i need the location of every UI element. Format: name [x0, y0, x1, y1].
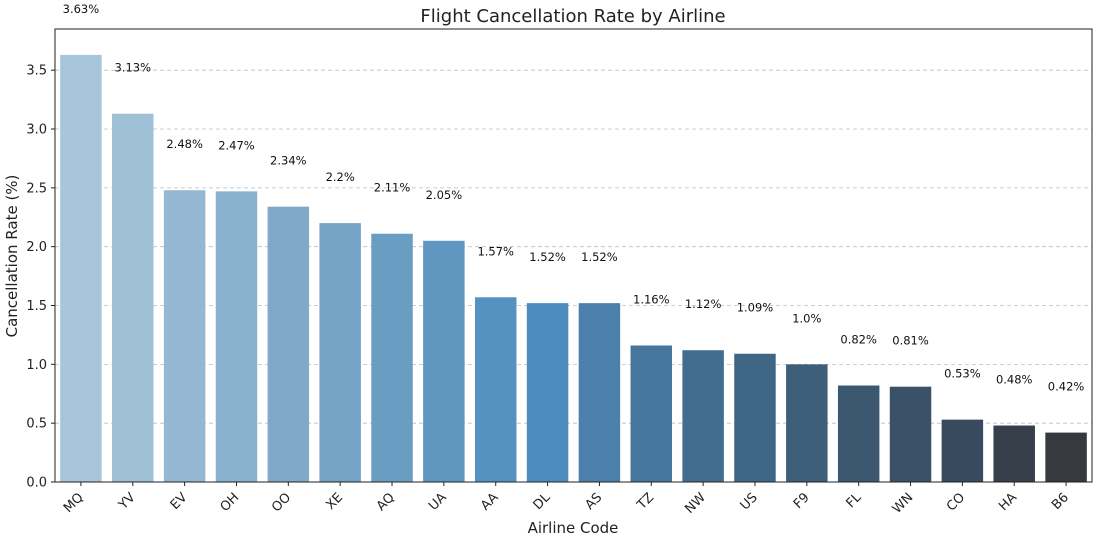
y-tick-label: 3.0: [26, 123, 47, 138]
value-label-aq: 2.11%: [374, 181, 411, 195]
value-label-ua: 2.05%: [426, 188, 463, 202]
value-label-us: 1.09%: [737, 301, 774, 315]
x-tick-label-oh: OH: [218, 490, 243, 515]
x-tick-label-tz: TZ: [634, 490, 657, 513]
value-label-ev: 2.48%: [166, 137, 203, 151]
bar-yv: [112, 113, 154, 482]
x-tick-label-aq: AQ: [374, 490, 398, 514]
gridlines: [55, 69, 1092, 483]
x-tick-label-aa: AA: [478, 490, 502, 514]
y-tick-label: 1.0: [26, 358, 47, 373]
y-axis-ticks: 0.0 0.5 1.0 1.5 2.0 2.5 3.0 3.5: [26, 64, 55, 491]
bar-fl: [837, 385, 880, 482]
x-tick-label-dl: DL: [531, 490, 554, 513]
bar-ev: [163, 190, 206, 483]
value-label-tz: 1.16%: [633, 293, 670, 307]
bar-tz: [630, 345, 673, 482]
x-tick-label-b6: B6: [1049, 490, 1072, 513]
value-label-mq: 3.63%: [63, 2, 100, 16]
x-tick-label-co: CO: [944, 490, 968, 514]
x-tick-label-wn: WN: [890, 490, 917, 517]
y-tick-label: 2.5: [26, 181, 47, 196]
x-tick-label-xe: XE: [323, 490, 346, 513]
value-label-aa: 1.57%: [477, 244, 514, 258]
plot-frame: [54, 28, 1093, 483]
x-tick-label-ua: UA: [426, 490, 450, 514]
bar-b6: [1045, 432, 1087, 482]
value-label-dl: 1.52%: [529, 250, 566, 264]
value-label-wn: 0.81%: [892, 334, 929, 348]
value-label-b6: 0.42%: [1048, 380, 1085, 394]
value-label-f9: 1.0%: [792, 311, 821, 325]
x-tick-label-us: US: [738, 490, 761, 513]
bar-aq: [371, 233, 413, 482]
y-tick-label: 3.5: [26, 64, 47, 79]
bars: [60, 54, 1087, 483]
y-tick-label: 1.5: [26, 299, 47, 314]
value-label-as: 1.52%: [581, 250, 618, 264]
value-label-co: 0.53%: [944, 367, 981, 381]
y-axis-label: Cancellation Rate (%): [3, 175, 21, 338]
x-tick-label-nw: NW: [682, 490, 709, 517]
value-label-ha: 0.48%: [996, 373, 1033, 387]
y-tick-label: 0.5: [26, 417, 47, 432]
x-tick-label-ev: EV: [168, 490, 191, 513]
x-tick-label-ha: HA: [996, 490, 1020, 514]
bar-f9: [786, 364, 828, 482]
bar-ua: [423, 240, 465, 482]
x-tick-label-oo: OO: [269, 490, 294, 515]
bar-as: [578, 303, 621, 482]
value-label-oo: 2.34%: [270, 154, 307, 168]
value-labels: 3.63% 3.13% 2.48% 2.47% 2.34% 2.2% 2.11% 2.05% 1…: [63, 2, 1085, 394]
bar-us: [734, 353, 776, 482]
bar-aa: [474, 297, 517, 482]
y-tick-label: 2.0: [26, 240, 47, 255]
bar-oo: [267, 206, 310, 482]
value-label-yv: 3.13%: [115, 61, 152, 75]
value-label-oh: 2.47%: [218, 138, 255, 152]
x-axis-ticks: MQ YV EV OH OO XE AQ UA AA DL AS TZ NW US F9 FL WN CO HA B6: [61, 482, 1072, 517]
x-tick-label-mq: MQ: [61, 490, 87, 516]
value-label-xe: 2.2%: [326, 170, 355, 184]
bar-wn: [889, 386, 932, 482]
x-axis-label: Airline Code: [528, 519, 619, 537]
x-tick-label-fl: FL: [843, 490, 865, 512]
bar-co: [941, 419, 984, 482]
x-tick-label-f9: F9: [791, 490, 813, 512]
bar-nw: [682, 350, 724, 482]
bar-oh: [215, 191, 258, 482]
bar-ha: [993, 425, 1035, 482]
x-tick-label-yv: YV: [115, 490, 138, 513]
chart-title: Flight Cancellation Rate by Airline: [420, 6, 725, 27]
value-label-fl: 0.82%: [840, 333, 877, 347]
bar-xe: [319, 223, 361, 482]
y-tick-label: 0.0: [26, 476, 47, 491]
bar-mq: [60, 54, 102, 483]
value-label-nw: 1.12%: [685, 297, 722, 311]
x-tick-label-as: AS: [583, 490, 606, 513]
bar-dl: [526, 303, 569, 482]
